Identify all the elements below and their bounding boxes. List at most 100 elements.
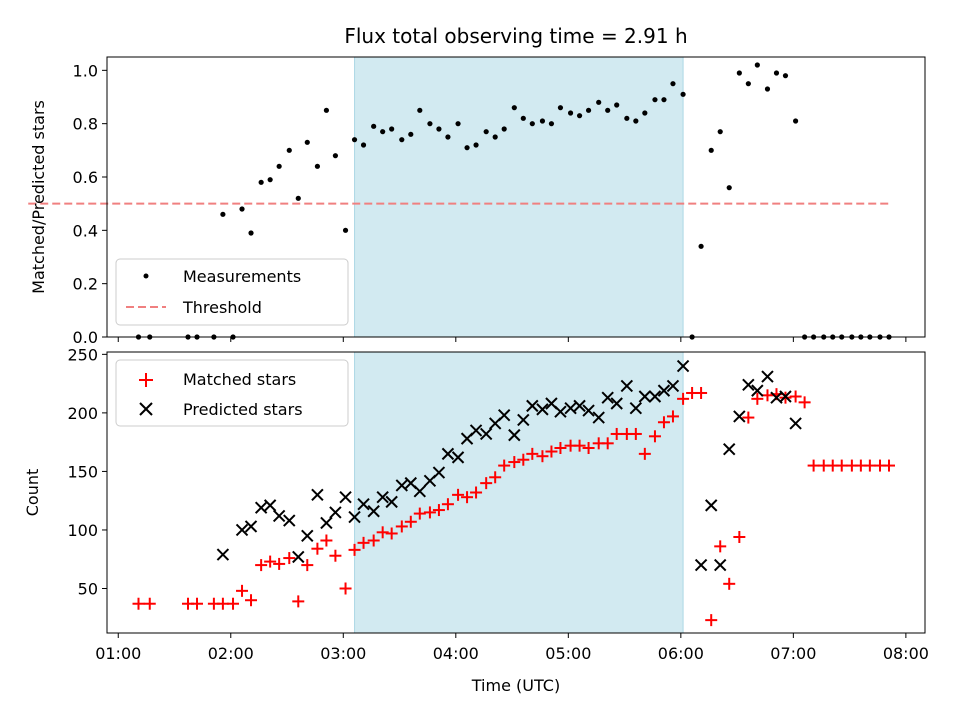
- measurement-point: [239, 206, 245, 212]
- measurement-point: [445, 134, 451, 140]
- measurement-point: [605, 107, 611, 113]
- matched-star-point: [311, 542, 324, 555]
- matched-star-point: [132, 597, 145, 610]
- predicted-star-point: [714, 558, 727, 572]
- matched-star-point: [554, 442, 567, 455]
- measurement-point: [576, 113, 583, 119]
- matched-star-point: [695, 386, 708, 399]
- matched-star-point: [320, 534, 333, 547]
- matched-star-point: [648, 430, 661, 443]
- top-ytick-label: 0.4: [73, 221, 98, 240]
- measurement-point: [624, 115, 630, 121]
- predicted-star-point: [610, 397, 623, 410]
- observing-span-top: [354, 56, 684, 338]
- matched-star-point: [751, 392, 764, 405]
- predicted-star-point: [666, 379, 680, 393]
- predicted-star-point: [676, 359, 690, 373]
- matched-star-point: [227, 597, 240, 610]
- top-x-ticks: [117, 337, 907, 342]
- matched-star-point: [395, 520, 408, 533]
- bottom-legend-box: [115, 359, 349, 427]
- matched-star-point: [191, 597, 204, 610]
- predicted-star-point: [694, 558, 708, 572]
- predicted-star-point: [733, 410, 746, 423]
- measurement-point: [360, 142, 367, 148]
- matched-star-point: [835, 459, 848, 472]
- measurement-point: [736, 70, 742, 76]
- measurement-point: [473, 142, 479, 148]
- predicted-star-point: [348, 510, 361, 524]
- matched-star-point: [517, 453, 530, 466]
- measurement-point: [708, 147, 714, 153]
- bottom-ytick-label: 250: [67, 345, 98, 364]
- measurement-point: [492, 134, 498, 140]
- predicted-star-point: [629, 401, 643, 415]
- predicted-stars-points: [216, 359, 802, 572]
- matched-star-point: [677, 392, 690, 405]
- measurement-point: [332, 153, 339, 159]
- matched-star-point: [348, 543, 361, 556]
- measurement-point: [276, 163, 282, 169]
- measurement-point: [342, 227, 349, 233]
- bottom-xtick-label: 02:00: [208, 644, 254, 663]
- predicted-star-point: [779, 390, 792, 403]
- top-legend-box: [115, 258, 349, 326]
- chart-title: Flux total observing time = 2.91 h: [344, 24, 687, 48]
- measurement-points: [135, 62, 892, 340]
- matched-star-point: [236, 584, 249, 597]
- measurement-point: [567, 110, 574, 116]
- top-ytick-label: 0.8: [73, 115, 98, 134]
- measurement-point: [455, 121, 461, 127]
- measurement-point: [258, 179, 264, 185]
- predicted-star-point: [789, 417, 802, 430]
- matched-star-point: [610, 427, 623, 440]
- matched-star-point: [423, 506, 436, 519]
- predicted-star-point: [751, 384, 764, 397]
- matched-star-point: [638, 447, 651, 460]
- predicted-star-point: [648, 390, 662, 403]
- bottom-y-ticks: 50 100 150 200 250: [67, 345, 107, 599]
- predicted-star-point: [272, 509, 286, 523]
- matched-star-point: [798, 396, 811, 409]
- measurement-point: [717, 129, 723, 135]
- measurement-point: [417, 107, 423, 113]
- bottom-ytick-label: 150: [67, 462, 98, 481]
- measurement-point: [248, 230, 254, 236]
- matched-star-point: [404, 515, 417, 528]
- predicted-star-point: [395, 479, 409, 492]
- matched-star-point: [705, 614, 718, 627]
- bottom-xtick-label: 05:00: [545, 644, 591, 663]
- measurement-point: [408, 131, 414, 137]
- predicted-star-point: [357, 498, 370, 511]
- bottom-panel: 50 100 150 200 250 01:00 02:00 03:00 04:00 05:00…: [23, 345, 929, 695]
- measurement-point: [661, 97, 667, 103]
- matched-stars-points: [132, 386, 895, 627]
- measurement-point: [314, 163, 321, 169]
- predicted-star-point: [573, 399, 586, 413]
- matched-star-point: [657, 416, 670, 429]
- matched-star-point: [601, 437, 614, 450]
- measurement-point: [793, 118, 799, 124]
- bottom-y-axis-label: Count: [23, 469, 42, 517]
- matched-star-point: [536, 450, 549, 463]
- matched-star-point: [461, 491, 474, 504]
- predicted-star-point: [554, 405, 567, 418]
- matched-star-point: [143, 597, 156, 610]
- bottom-xtick-label: 07:00: [770, 644, 816, 663]
- bottom-xtick-label: 04:00: [433, 644, 479, 663]
- matched-star-point: [573, 439, 586, 452]
- matched-star-point: [245, 594, 258, 607]
- legend-matched-marker: [139, 373, 153, 387]
- predicted-star-point: [657, 384, 671, 397]
- top-y-axis-label: Matched/Predicted stars: [29, 100, 48, 294]
- measurement-point: [764, 86, 771, 92]
- predicted-star-point: [339, 490, 352, 504]
- measurement-point: [295, 195, 301, 201]
- measurement-point: [511, 105, 517, 111]
- matched-star-point: [470, 486, 483, 499]
- predicted-star-point: [413, 485, 427, 498]
- top-legend: Measurements Threshold: [115, 258, 349, 326]
- measurement-point: [614, 102, 620, 108]
- matched-star-point: [733, 530, 746, 543]
